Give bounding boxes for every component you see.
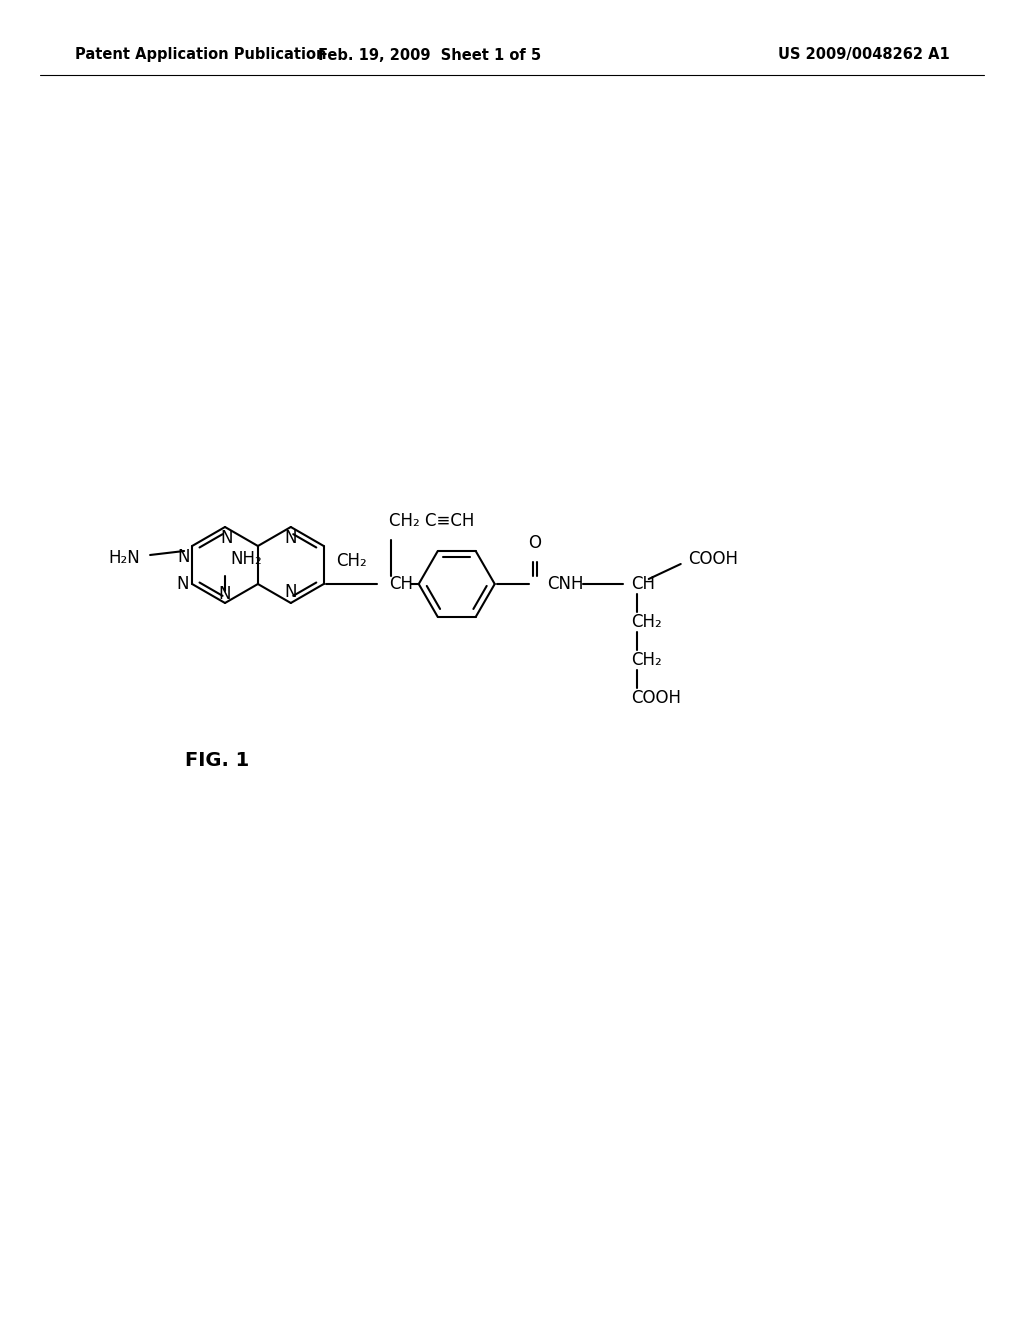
Text: CH₂: CH₂	[336, 552, 367, 570]
Text: COOH: COOH	[688, 550, 737, 568]
Text: CH₂: CH₂	[631, 651, 662, 669]
Text: CH: CH	[389, 576, 413, 593]
Text: Patent Application Publication: Patent Application Publication	[75, 48, 327, 62]
Text: O: O	[528, 535, 542, 552]
Text: N: N	[176, 576, 189, 593]
Text: CH₂: CH₂	[631, 612, 662, 631]
Text: N: N	[221, 529, 233, 546]
Text: N: N	[219, 585, 231, 603]
Text: N: N	[177, 548, 190, 566]
Text: US 2009/0048262 A1: US 2009/0048262 A1	[778, 48, 950, 62]
Text: NH₂: NH₂	[230, 550, 262, 568]
Text: N: N	[285, 583, 297, 601]
Text: H₂N: H₂N	[109, 549, 140, 568]
Text: COOH: COOH	[631, 689, 681, 708]
Text: FIG. 1: FIG. 1	[185, 751, 249, 770]
Text: Feb. 19, 2009  Sheet 1 of 5: Feb. 19, 2009 Sheet 1 of 5	[318, 48, 542, 62]
Text: CNH: CNH	[547, 576, 584, 593]
Text: N: N	[285, 529, 297, 546]
Text: CH₂ C≡CH: CH₂ C≡CH	[389, 512, 474, 531]
Text: CH: CH	[631, 576, 654, 593]
